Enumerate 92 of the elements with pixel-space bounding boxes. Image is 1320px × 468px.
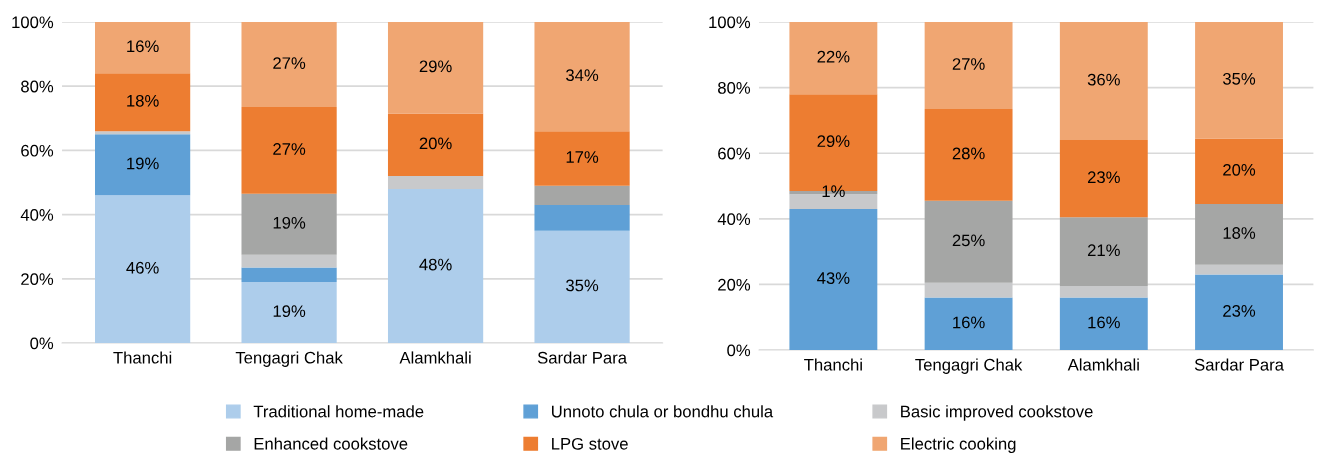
data-label: 22% [817, 50, 850, 63]
x-tick-label: Tengagri Chak [235, 351, 343, 367]
bar [241, 254, 337, 268]
bar [387, 176, 484, 189]
y-tick-label: 0% [30, 337, 54, 350]
data-label: 16% [127, 40, 159, 53]
bar [241, 282, 337, 344]
data-label: 19% [127, 157, 159, 170]
y-tick-label: 100% [709, 16, 751, 29]
bar [95, 73, 191, 132]
bar [924, 282, 1013, 298]
bar [534, 22, 630, 132]
legend-label: Enhanced cookstove [254, 437, 408, 450]
y-tick-label: 80% [21, 80, 54, 93]
data-label: 23% [1087, 171, 1120, 184]
bar [1059, 140, 1148, 218]
y-tick-label: 100% [12, 16, 54, 29]
bar [924, 22, 1013, 109]
x-tick-label: Alamkhali [1067, 358, 1139, 371]
bar [1195, 204, 1283, 265]
data-label: 23% [1223, 305, 1256, 317]
data-label: 29% [817, 135, 850, 148]
data-label: 28% [952, 147, 985, 160]
data-label: 35% [1222, 72, 1256, 85]
data-label: 43% [817, 272, 850, 284]
bar [534, 185, 630, 205]
bar [924, 200, 1013, 283]
legend-label: LPG stove [552, 437, 628, 450]
data-label: 27% [273, 143, 306, 155]
data-label: 16% [953, 316, 985, 329]
bar [789, 208, 878, 351]
y-tick-label: 60% [21, 144, 54, 157]
data-label: 17% [566, 151, 599, 163]
x-tick-label: Thanchi [113, 351, 172, 364]
bar [1059, 22, 1148, 141]
bar [1195, 138, 1283, 205]
bar [387, 22, 484, 114]
y-tick-label: 20% [718, 278, 751, 291]
data-label: 36% [1087, 73, 1120, 86]
data-label: 19% [273, 305, 306, 318]
bar [1195, 22, 1283, 139]
y-tick-label: 80% [718, 82, 751, 94]
bar [1059, 217, 1148, 287]
bar [1059, 297, 1148, 351]
data-label: 18% [127, 94, 159, 107]
bar [387, 113, 484, 177]
bar [534, 131, 630, 186]
data-label: 21% [1087, 244, 1120, 257]
data-label: 27% [273, 57, 306, 69]
legend-label: Traditional home-made [253, 405, 424, 418]
y-tick-label: 40% [20, 209, 54, 221]
bar [534, 204, 630, 231]
bar [241, 267, 337, 283]
data-label: 48% [419, 258, 452, 271]
data-label: 20% [419, 137, 452, 150]
data-label: 35% [566, 279, 599, 292]
y-tick-label: 40% [717, 213, 751, 226]
x-tick-label: Tengagri Chak [915, 358, 1023, 374]
data-label: 29% [419, 60, 452, 73]
bar [241, 193, 337, 255]
bar [387, 188, 484, 344]
y-tick-label: 20% [21, 273, 54, 286]
bar [95, 22, 191, 74]
bar [534, 230, 630, 344]
legend-label: Unnoto chula or bondhu chula [552, 405, 774, 418]
data-label: 16% [1088, 316, 1120, 329]
data-label: 27% [952, 58, 985, 70]
data-label: 18% [1223, 227, 1256, 239]
data-label: 19% [273, 216, 306, 229]
data-label: 46% [126, 261, 159, 274]
x-tick-label: Thanchi [804, 358, 862, 371]
bar [924, 108, 1013, 201]
bar [95, 134, 191, 196]
x-tick-label: Sardar Para [1194, 358, 1284, 371]
y-tick-label: 60% [718, 147, 751, 160]
bar [1195, 274, 1283, 351]
data-label: 20% [1223, 163, 1256, 176]
bar [1195, 264, 1283, 275]
y-tick-label: 0% [727, 344, 751, 357]
bar [241, 107, 337, 194]
bar [924, 297, 1013, 351]
legend-label: Electric cooking [901, 437, 1016, 453]
x-tick-label: Sardar Para [537, 351, 627, 364]
x-tick-label: Alamkhali [399, 351, 471, 364]
legend-label: Basic improved cookstove [901, 405, 1093, 421]
bar [789, 22, 878, 95]
bar [95, 131, 191, 135]
bar [241, 22, 337, 108]
bar [1059, 286, 1148, 298]
data-label: 34% [566, 69, 599, 82]
bar [95, 195, 191, 344]
data-label: 25% [952, 234, 985, 247]
